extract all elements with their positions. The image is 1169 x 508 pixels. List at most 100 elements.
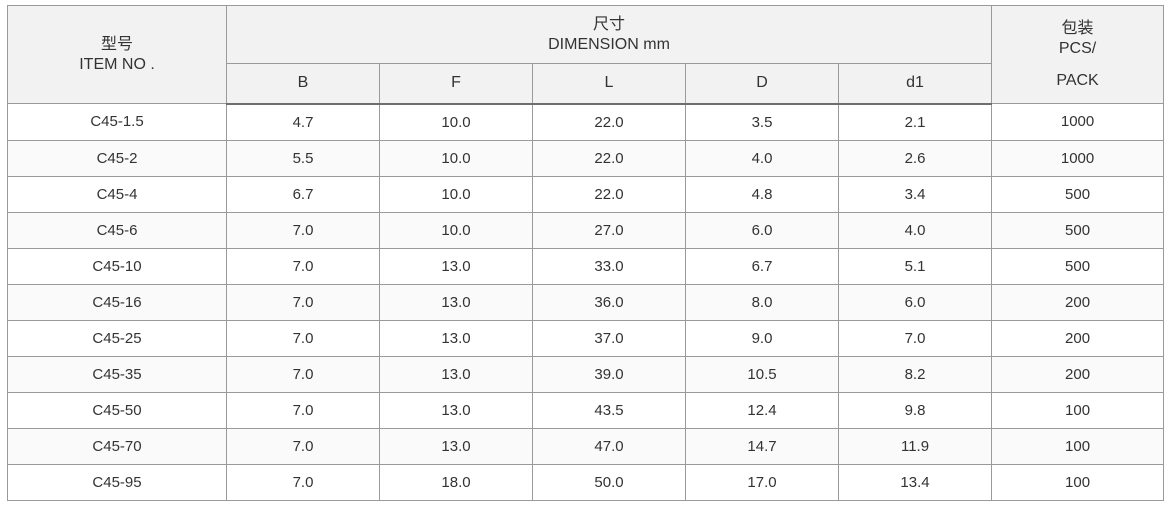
item-no-header-en: ITEM NO . <box>79 55 155 73</box>
d-cell: 6.0 <box>685 211 839 249</box>
table-header: 型号 ITEM NO . 尺寸 DIMENSION mm 包装 PCS/ PAC… <box>7 5 1165 105</box>
pack-cell: 1000 <box>991 103 1165 141</box>
dimension-header: 尺寸 DIMENSION mm <box>225 5 993 64</box>
pack-cell: 100 <box>991 427 1165 465</box>
b-cell: 7.0 <box>226 391 380 429</box>
table-row: C45-70 7.0 13.0 47.0 14.7 11.9 100 <box>7 427 1165 465</box>
f-cell: 18.0 <box>379 463 533 501</box>
l-cell: 22.0 <box>532 175 686 213</box>
dimension-header-en: DIMENSION mm <box>548 35 670 53</box>
d-cell: 10.5 <box>685 355 839 393</box>
d-cell: 4.8 <box>685 175 839 213</box>
item-no-cell: C45-95 <box>7 463 227 501</box>
l-cell: 43.5 <box>532 391 686 429</box>
d-cell: 4.0 <box>685 139 839 177</box>
pack-header-en-1: PCS/ <box>1058 39 1097 57</box>
pack-cell: 200 <box>991 355 1165 393</box>
table-row: C45-10 7.0 13.0 33.0 6.7 5.1 500 <box>7 247 1165 285</box>
b-cell: 7.0 <box>226 355 380 393</box>
dim-column-header-d1: d1 <box>837 63 993 105</box>
table-row: C45-95 7.0 18.0 50.0 17.0 13.4 100 <box>7 463 1165 501</box>
table-row: C45-16 7.0 13.0 36.0 8.0 6.0 200 <box>7 283 1165 321</box>
d-cell: 8.0 <box>685 283 839 321</box>
dim-column-header-d: D <box>685 63 839 105</box>
pack-header-en-2: PACK <box>1056 71 1099 89</box>
d1-cell: 6.0 <box>837 283 993 321</box>
f-cell: 10.0 <box>379 175 533 213</box>
item-no-cell: C45-10 <box>7 247 227 285</box>
pack-header: 包装 PCS/ PACK <box>991 5 1165 104</box>
b-cell: 7.0 <box>226 247 380 285</box>
f-cell: 13.0 <box>379 391 533 429</box>
item-no-header: 型号 ITEM NO . <box>7 5 227 104</box>
b-cell: 7.0 <box>226 211 380 249</box>
dimension-header-zh: 尺寸 <box>593 15 626 33</box>
item-no-cell: C45-50 <box>7 391 227 429</box>
table-row: C45-1.5 4.7 10.0 22.0 3.5 2.1 1000 <box>7 103 1165 141</box>
l-cell: 22.0 <box>532 103 686 141</box>
table-body: C45-1.5 4.7 10.0 22.0 3.5 2.1 1000 C45-2… <box>7 103 1165 501</box>
table-row: C45-25 7.0 13.0 37.0 9.0 7.0 200 <box>7 319 1165 357</box>
pack-cell: 200 <box>991 319 1165 357</box>
d-cell: 17.0 <box>685 463 839 501</box>
item-no-cell: C45-4 <box>7 175 227 213</box>
d1-cell: 5.1 <box>837 247 993 285</box>
table-row: C45-6 7.0 10.0 27.0 6.0 4.0 500 <box>7 211 1165 249</box>
d1-cell: 9.8 <box>837 391 993 429</box>
pack-cell: 500 <box>991 247 1165 285</box>
d-cell: 12.4 <box>685 391 839 429</box>
item-no-cell: C45-6 <box>7 211 227 249</box>
l-cell: 37.0 <box>532 319 686 357</box>
dim-column-header-b: B <box>226 63 380 105</box>
b-cell: 7.0 <box>226 283 380 321</box>
table-row: C45-35 7.0 13.0 39.0 10.5 8.2 200 <box>7 355 1165 393</box>
f-cell: 13.0 <box>379 247 533 285</box>
b-cell: 7.0 <box>226 319 380 357</box>
d1-cell: 7.0 <box>837 319 993 357</box>
l-cell: 22.0 <box>532 139 686 177</box>
item-no-cell: C45-35 <box>7 355 227 393</box>
d1-cell: 8.2 <box>837 355 993 393</box>
pack-header-zh: 包装 <box>1061 19 1094 37</box>
f-cell: 10.0 <box>379 211 533 249</box>
item-no-cell: C45-2 <box>7 139 227 177</box>
l-cell: 47.0 <box>532 427 686 465</box>
d-cell: 3.5 <box>685 103 839 141</box>
d1-cell: 4.0 <box>837 211 993 249</box>
f-cell: 13.0 <box>379 319 533 357</box>
d1-cell: 13.4 <box>837 463 993 501</box>
d-cell: 9.0 <box>685 319 839 357</box>
d1-cell: 2.1 <box>837 103 993 141</box>
l-cell: 33.0 <box>532 247 686 285</box>
item-no-cell: C45-70 <box>7 427 227 465</box>
pack-cell: 500 <box>991 175 1165 213</box>
b-cell: 7.0 <box>226 427 380 465</box>
f-cell: 10.0 <box>379 139 533 177</box>
f-cell: 13.0 <box>379 283 533 321</box>
item-no-cell: C45-25 <box>7 319 227 357</box>
d1-cell: 2.6 <box>837 139 993 177</box>
table-row: C45-50 7.0 13.0 43.5 12.4 9.8 100 <box>7 391 1165 429</box>
pack-cell: 1000 <box>991 139 1165 177</box>
b-cell: 4.7 <box>226 103 380 141</box>
l-cell: 36.0 <box>532 283 686 321</box>
l-cell: 27.0 <box>532 211 686 249</box>
pack-cell: 100 <box>991 463 1165 501</box>
spec-table: 型号 ITEM NO . 尺寸 DIMENSION mm 包装 PCS/ PAC… <box>7 5 1165 501</box>
d1-cell: 11.9 <box>837 427 993 465</box>
item-no-header-zh: 型号 <box>100 35 133 53</box>
item-no-cell: C45-16 <box>7 283 227 321</box>
table-row: C45-2 5.5 10.0 22.0 4.0 2.6 1000 <box>7 139 1165 177</box>
f-cell: 10.0 <box>379 103 533 141</box>
f-cell: 13.0 <box>379 427 533 465</box>
d1-cell: 3.4 <box>837 175 993 213</box>
d-cell: 6.7 <box>685 247 839 285</box>
d-cell: 14.7 <box>685 427 839 465</box>
b-cell: 7.0 <box>226 463 380 501</box>
pack-cell: 200 <box>991 283 1165 321</box>
dim-column-header-l: L <box>532 63 686 105</box>
l-cell: 39.0 <box>532 355 686 393</box>
b-cell: 6.7 <box>226 175 380 213</box>
pack-cell: 500 <box>991 211 1165 249</box>
f-cell: 13.0 <box>379 355 533 393</box>
